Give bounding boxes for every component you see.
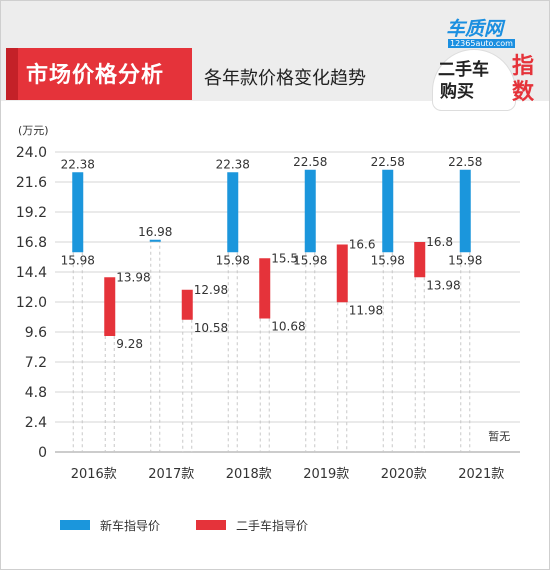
legend-swatch-used xyxy=(196,520,226,530)
y-tick-label: 19.2 xyxy=(16,205,47,221)
y-axis-unit: (万元) xyxy=(18,124,49,137)
new-price-low-label: 15.98 xyxy=(448,253,482,267)
logo-site-name: 车质网 xyxy=(446,18,504,40)
new-price-low-label: 15.98 xyxy=(216,253,250,267)
logo-line1: 二手车 xyxy=(438,60,489,80)
used-price-bar xyxy=(259,258,271,319)
legend-label-new: 新车指导价 xyxy=(100,519,161,533)
y-tick-label: 16.8 xyxy=(16,235,47,251)
logo-badge xyxy=(432,49,516,111)
page-subtitle: 各年款价格变化趋势 xyxy=(204,68,366,89)
logo-line2: 购买 xyxy=(440,82,474,102)
used-price-low-label: 10.58 xyxy=(194,321,228,335)
new-price-bar xyxy=(227,172,239,253)
used-price-high-label: 15.5 xyxy=(271,251,298,265)
brand-logo: 车质网 12365auto.com 二手车 购买 指 数 xyxy=(428,14,544,111)
logo-accent2: 数 xyxy=(512,80,535,105)
y-tick-label: 12.0 xyxy=(16,295,47,311)
new-price-bar xyxy=(149,239,161,242)
new-price-high-label: 16.98 xyxy=(138,225,172,239)
new-price-bar xyxy=(382,169,394,253)
used-price-high-label: 12.98 xyxy=(194,283,228,297)
used-price-low-label: 9.28 xyxy=(116,337,143,351)
y-tick-label: 0 xyxy=(38,445,47,461)
y-tick-label: 2.4 xyxy=(25,415,47,431)
x-tick-label: 2016款 xyxy=(71,467,117,482)
new-price-high-label: 22.38 xyxy=(216,157,250,171)
logo-url: 12365auto.com xyxy=(448,39,515,48)
used-price-high-label: 13.98 xyxy=(116,270,150,284)
new-price-high-label: 22.58 xyxy=(371,155,405,169)
used-price-bar xyxy=(414,242,426,278)
x-tick-label: 2020款 xyxy=(381,467,427,482)
used-price-low-label: 11.98 xyxy=(349,303,383,317)
y-tick-label: 14.4 xyxy=(16,265,47,281)
x-tick-label: 2019款 xyxy=(303,467,349,482)
title-banner: 市场价格分析 xyxy=(6,48,192,100)
used-price-high-label: 16.8 xyxy=(426,235,453,249)
legend-label-used: 二手车指导价 xyxy=(236,519,309,533)
y-tick-label: 7.2 xyxy=(25,355,47,371)
new-price-high-label: 22.58 xyxy=(448,155,482,169)
y-tick-label: 4.8 xyxy=(25,385,47,401)
used-price-high-label: 16.6 xyxy=(349,238,376,252)
used-price-bar xyxy=(181,289,193,320)
new-price-low-label: 15.98 xyxy=(61,253,95,267)
new-price-bar xyxy=(459,169,471,253)
x-tick-label: 2017款 xyxy=(148,467,194,482)
y-tick-label: 24.0 xyxy=(16,145,47,161)
page-title: 市场价格分析 xyxy=(26,63,165,88)
used-price-low-label: 10.68 xyxy=(271,320,305,334)
no-data-annotation: 暂无 xyxy=(488,430,510,443)
x-tick-label: 2018款 xyxy=(226,467,272,482)
used-price-low-label: 13.98 xyxy=(426,278,460,292)
new-price-high-label: 22.58 xyxy=(293,155,327,169)
legend-swatch-new xyxy=(60,520,90,530)
title-stripe xyxy=(6,48,18,100)
logo-accent1: 指 xyxy=(512,54,535,79)
x-tick-label: 2021款 xyxy=(458,467,504,482)
new-price-bar xyxy=(304,169,316,253)
used-price-bar xyxy=(336,244,348,303)
y-tick-label: 9.6 xyxy=(25,325,47,341)
new-price-low-label: 15.98 xyxy=(293,253,327,267)
new-price-low-label: 15.98 xyxy=(371,253,405,267)
new-price-high-label: 22.38 xyxy=(61,157,95,171)
used-price-bar xyxy=(104,277,116,336)
new-price-bar xyxy=(72,172,84,253)
y-tick-label: 21.6 xyxy=(16,175,47,191)
